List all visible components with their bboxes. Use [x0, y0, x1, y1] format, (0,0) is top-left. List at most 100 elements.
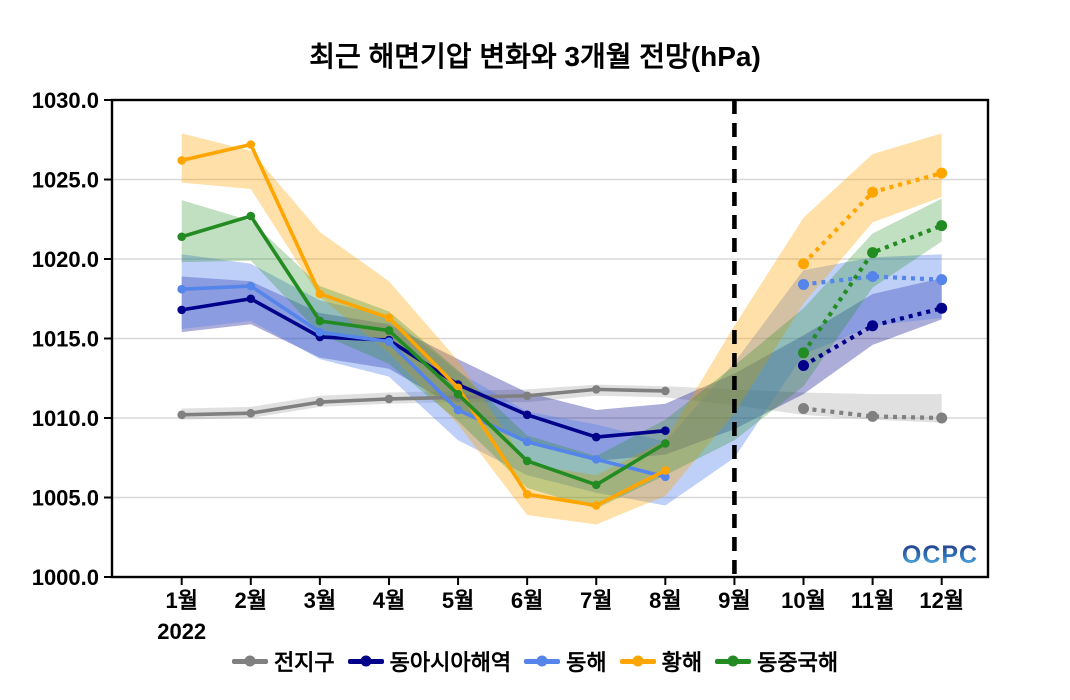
point-east-china-sea-m4: [384, 326, 394, 335]
point-yellow-sea-m7: [591, 501, 601, 510]
band-east-asia-seas: [181, 276, 942, 461]
ocpc-logo: OCPC: [902, 541, 978, 569]
point-global-m7: [591, 385, 601, 394]
legend-item-global: 전지구: [231, 645, 335, 677]
pressure-forecast-chart: 최근 해면기압 변화와 3개월 전망(hPa) 1000.0 1005.0 1010…: [32, 41, 990, 644]
y-tick-label: 1020.0: [32, 247, 99, 272]
x-axis-year-label: 2022: [157, 619, 206, 644]
x-tick-label: 3월: [304, 588, 336, 613]
point-east-china-sea-m2: [246, 211, 256, 221]
point-global-m3: [315, 397, 325, 407]
point-east-china-sea-m12: [936, 220, 948, 232]
legend-label-east-sea: 동해: [566, 650, 607, 675]
point-east-sea-m1: [177, 284, 186, 294]
point-east-china-sea-m11: [867, 247, 879, 259]
legend-item-yellow-sea: 황해: [619, 645, 703, 677]
observed-line-east-sea: [179, 284, 668, 479]
y-tick-label: 1025.0: [32, 168, 99, 193]
legend-dot-yellow-sea: [632, 655, 644, 667]
x-tick-label: 12월: [919, 588, 964, 613]
point-east-asia-seas-m8: [661, 426, 670, 436]
legend-dot-east-asia-seas: [360, 655, 372, 667]
point-east-china-sea-m3: [315, 316, 325, 326]
point-east-asia-seas-m6: [522, 410, 532, 420]
legend-label-yellow-sea: 황해: [661, 650, 703, 675]
observed-line-global: [179, 387, 668, 417]
point-yellow-sea-m6: [522, 490, 532, 499]
point-east-china-sea-m8: [661, 439, 670, 448]
point-east-asia-seas-m7: [591, 432, 601, 442]
legend-label-east-asia-seas: 동아시아해역: [389, 650, 512, 675]
band-yellow-sea: [181, 133, 942, 525]
x-tick-label: 6월: [511, 588, 543, 613]
point-east-sea-m10: [798, 278, 810, 290]
x-tick-label: 9월: [718, 588, 750, 613]
legend-marker-yellow-sea: [619, 655, 656, 667]
point-east-asia-seas-m11: [867, 320, 879, 332]
point-east-china-sea-m10: [798, 347, 810, 359]
forecast-line-east-asia-seas: [802, 306, 943, 368]
x-tick-label: 4월: [373, 588, 405, 613]
band-east-sea: [181, 254, 942, 506]
point-yellow-sea-m2: [246, 140, 256, 149]
x-tick-label: 1월: [165, 588, 197, 613]
forecast-line-east-china-sea: [801, 223, 943, 355]
y-tick-label: 1005.0: [32, 486, 99, 511]
point-global-m8: [661, 386, 670, 396]
point-east-sea-m7: [591, 455, 601, 464]
point-yellow-sea-m10: [798, 258, 810, 270]
legend-marker-east-sea: [524, 655, 561, 667]
x-tick-label: 11월: [851, 588, 895, 613]
legend-marker-global: [231, 655, 268, 667]
point-east-asia-seas-m12: [936, 302, 948, 314]
point-east-asia-seas-m10: [798, 360, 810, 372]
point-east-sea-m5: [453, 405, 463, 415]
point-east-sea-m12: [936, 274, 948, 286]
band-global: [181, 384, 942, 423]
observed-line-east-china-sea: [179, 214, 668, 487]
x-tick-label: 5월: [442, 588, 474, 613]
x-tick-label: 7월: [580, 588, 612, 613]
legend-label-global: 전지구: [273, 650, 335, 675]
point-yellow-sea-m1: [177, 156, 186, 165]
point-east-sea-m11: [867, 270, 879, 282]
point-global-m11: [867, 410, 879, 422]
legend-marker-east-asia-seas: [347, 655, 384, 667]
y-tick-label: 1015.0: [32, 327, 99, 352]
legend-dot-east-sea: [536, 655, 548, 667]
legend-label-east-china-sea: 동중국해: [757, 650, 839, 675]
chart-title: 최근 해면기압 변화와 3개월 전망(hPa): [309, 41, 761, 72]
y-tick-label: 1010.0: [32, 406, 99, 431]
point-global-m4: [384, 394, 394, 404]
legend-item-east-china-sea: 동중국해: [715, 645, 838, 677]
plot-area: 1000.0 1005.0 1010.0 1015.0 1020.0 1025.0 1030…: [32, 88, 990, 644]
legend-item-east-asia-seas: 동아시아해역: [347, 645, 512, 677]
point-east-china-sea-m6: [522, 456, 532, 466]
legend-item-east-sea: 동해: [524, 645, 607, 677]
y-tick-label: 1000.0: [32, 565, 99, 590]
point-east-asia-seas-m1: [177, 305, 186, 315]
observed-line-yellow-sea: [179, 142, 668, 508]
point-east-china-sea-m1: [177, 232, 186, 242]
point-global-m12: [936, 412, 948, 424]
point-yellow-sea-m11: [867, 186, 879, 198]
point-yellow-sea-m3: [315, 289, 325, 299]
legend: 전지구 동아시아해역 동해 황해 동중국해: [0, 645, 1070, 677]
point-yellow-sea-m12: [936, 167, 948, 179]
point-yellow-sea-m4: [384, 313, 394, 323]
point-global-m1: [177, 410, 186, 420]
point-east-sea-m2: [246, 281, 256, 291]
point-global-m2: [246, 408, 256, 418]
point-east-sea-m3: [315, 327, 325, 337]
point-east-china-sea-m7: [591, 480, 601, 490]
point-global-m6: [522, 391, 532, 401]
point-east-sea-m4: [384, 337, 394, 346]
point-global-m10: [798, 402, 810, 414]
point-east-sea-m8: [661, 472, 670, 482]
x-tick-label: 8월: [649, 588, 681, 613]
point-yellow-sea-m8: [661, 466, 670, 475]
point-east-china-sea-m5: [453, 389, 463, 399]
point-east-asia-seas-m2: [246, 294, 256, 304]
x-tick-label: 2월: [235, 588, 267, 613]
